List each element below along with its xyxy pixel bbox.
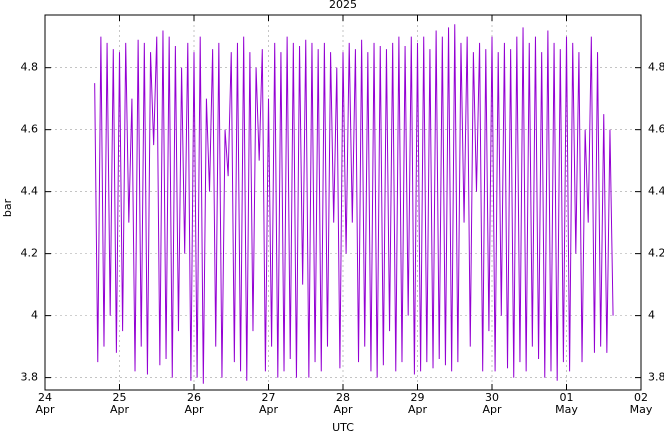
x-tick-label: 25 <box>113 391 127 404</box>
x-tick-label: Apr <box>35 403 55 416</box>
y-tick-label: 4.4 <box>21 185 39 198</box>
y-tick-label: 3.8 <box>21 371 39 384</box>
y2-tick-label: 3.8 <box>648 371 664 384</box>
chart-title: 2025 <box>329 0 357 11</box>
x-tick-label: 29 <box>411 391 425 404</box>
y-tick-label: 4.6 <box>21 123 39 136</box>
y2-tick-label: 4.2 <box>648 247 664 260</box>
x-tick-label: Apr <box>110 403 130 416</box>
x-tick-label: 26 <box>187 391 201 404</box>
y-axis-label: bar <box>1 198 14 217</box>
x-tick-label: 27 <box>262 391 276 404</box>
x-tick-label: Apr <box>184 403 204 416</box>
y-tick-label: 4 <box>31 309 38 322</box>
x-tick-label: Apr <box>259 403 279 416</box>
x-tick-label: May <box>555 403 578 416</box>
data-line <box>94 24 614 384</box>
x-tick-label: 02 <box>634 391 648 404</box>
y2-tick-label: 4.6 <box>648 123 664 136</box>
x-tick-label: 28 <box>336 391 350 404</box>
x-tick-label: 01 <box>560 391 574 404</box>
y2-tick-label: 4 <box>648 309 655 322</box>
plot-border <box>44 14 642 391</box>
x-axis-label: UTC <box>332 421 354 432</box>
x-tick-label: Apr <box>482 403 502 416</box>
x-tick-label: 24 <box>38 391 52 404</box>
y-tick-label: 4.8 <box>21 61 39 74</box>
x-tick-label: May <box>630 403 653 416</box>
x-tick-label: Apr <box>333 403 353 416</box>
x-tick-label: Apr <box>408 403 428 416</box>
x-tick-label: 30 <box>485 391 499 404</box>
y2-tick-label: 4.4 <box>648 185 664 198</box>
y-tick-label: 4.2 <box>21 247 39 260</box>
y2-tick-label: 4.8 <box>648 61 664 74</box>
